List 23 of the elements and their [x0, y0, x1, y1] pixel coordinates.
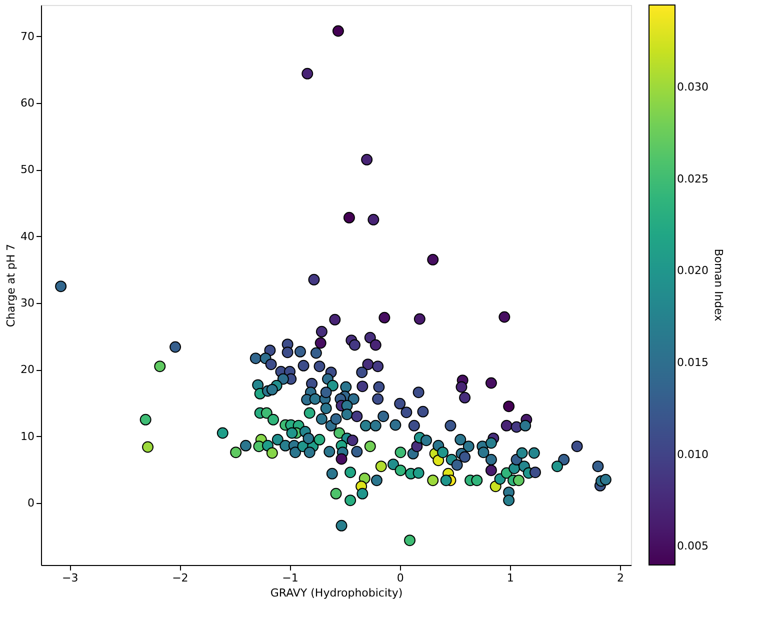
y-tick-label: 40: [20, 230, 34, 243]
x-axis-title: GRAVY (Hydrophobicity): [270, 586, 403, 600]
x-tick-label: −2: [172, 572, 188, 584]
color-bar-title: Boman Index: [712, 248, 725, 322]
x-tick-label: 1: [506, 572, 514, 584]
x-tick-label: 2: [616, 572, 624, 584]
y-tick-label: 20: [20, 363, 34, 376]
y-tick-label: 50: [20, 163, 34, 176]
color-bar-label: 0.020: [677, 264, 708, 278]
x-tick-label: −3: [62, 572, 78, 584]
y-tick-label: 0: [28, 496, 34, 510]
x-tick-label: 0: [396, 572, 404, 584]
y-axis-title: Charge at pH 7: [4, 244, 18, 328]
color-bar-label: 0.015: [677, 356, 708, 370]
y-tick-label: 30: [20, 296, 34, 310]
y-tick-label: 70: [20, 30, 34, 43]
color-bar-label: 0.005: [677, 540, 708, 553]
color-bar-label: 0.010: [677, 448, 708, 461]
color-bar-label: 0.025: [677, 172, 708, 186]
color-bar-label: 0.030: [677, 80, 708, 94]
y-tick-label: 10: [20, 430, 34, 443]
x-tick-label: −1: [282, 572, 298, 584]
y-tick-label: 60: [20, 96, 34, 110]
